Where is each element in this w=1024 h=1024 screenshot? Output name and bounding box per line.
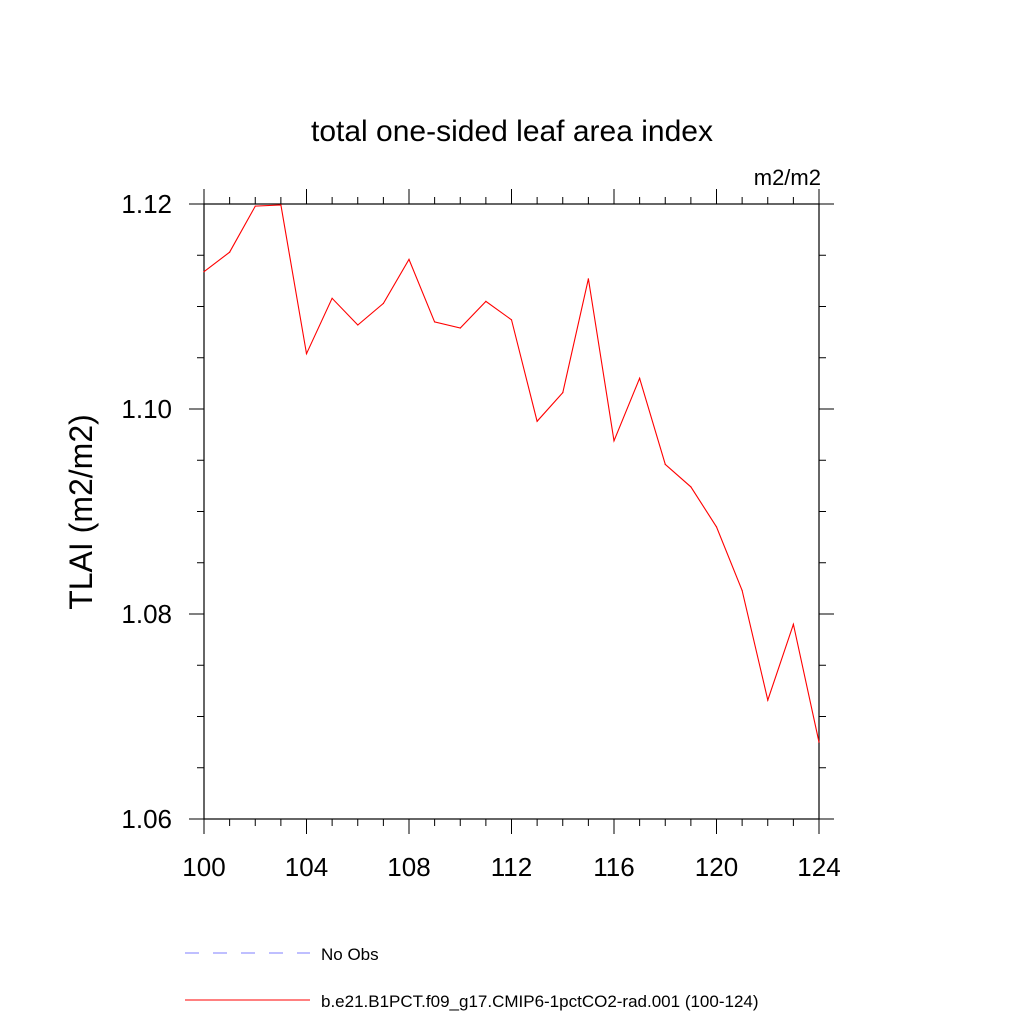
x-tick-label: 124 [797, 852, 840, 882]
legend-series-label: b.e21.B1PCT.f09_g17.CMIP6-1pctCO2-rad.00… [321, 992, 759, 1011]
axis-ticks [189, 189, 834, 834]
data-point [741, 589, 743, 592]
y-tick-label: 1.08 [121, 599, 172, 629]
data-point [536, 420, 538, 422]
data-point [613, 440, 615, 442]
data-point [408, 258, 410, 260]
data-point [459, 327, 461, 329]
data-point [767, 699, 769, 701]
x-tick-label: 108 [387, 852, 430, 882]
data-point [331, 297, 333, 299]
series-line [203, 204, 820, 743]
data-point [792, 623, 794, 625]
data-point [203, 271, 205, 273]
data-point [434, 321, 436, 323]
y-tick-label: 1.10 [121, 394, 172, 424]
data-point [357, 324, 359, 326]
data-point [382, 302, 384, 305]
x-tick-label: 116 [593, 852, 634, 882]
x-tick-label: 120 [695, 852, 738, 882]
y-tick-label: 1.12 [121, 189, 172, 219]
data-point [485, 300, 487, 302]
data-point [510, 319, 513, 321]
data-point [305, 353, 308, 355]
x-tick-label: 104 [285, 852, 328, 882]
data-point [818, 741, 820, 743]
data-point [562, 392, 564, 394]
x-tick-label: 100 [182, 852, 225, 882]
units-label: m2/m2 [754, 165, 821, 190]
data-point [690, 486, 692, 488]
data-points [203, 204, 820, 743]
y-axis-label: TLAI (m2/m2) [63, 414, 99, 610]
data-point [280, 204, 282, 206]
data-point [254, 205, 256, 207]
y-tick-label: 1.06 [121, 804, 172, 834]
data-point [639, 377, 641, 379]
x-tick-label: 112 [491, 852, 532, 882]
data-point [229, 251, 231, 253]
legend: No Obs b.e21.B1PCT.f09_g17.CMIP6-1pctCO2… [185, 945, 759, 1011]
data-point [587, 278, 589, 280]
tick-labels: 100 104 108 112 116 120 124 1.06 1.08 1.10 1.12 [121, 189, 840, 882]
legend-no-obs-label: No Obs [321, 945, 379, 964]
chart-title: total one-sided leaf area index [311, 115, 713, 148]
data-point [715, 526, 718, 528]
data-point [664, 463, 666, 465]
